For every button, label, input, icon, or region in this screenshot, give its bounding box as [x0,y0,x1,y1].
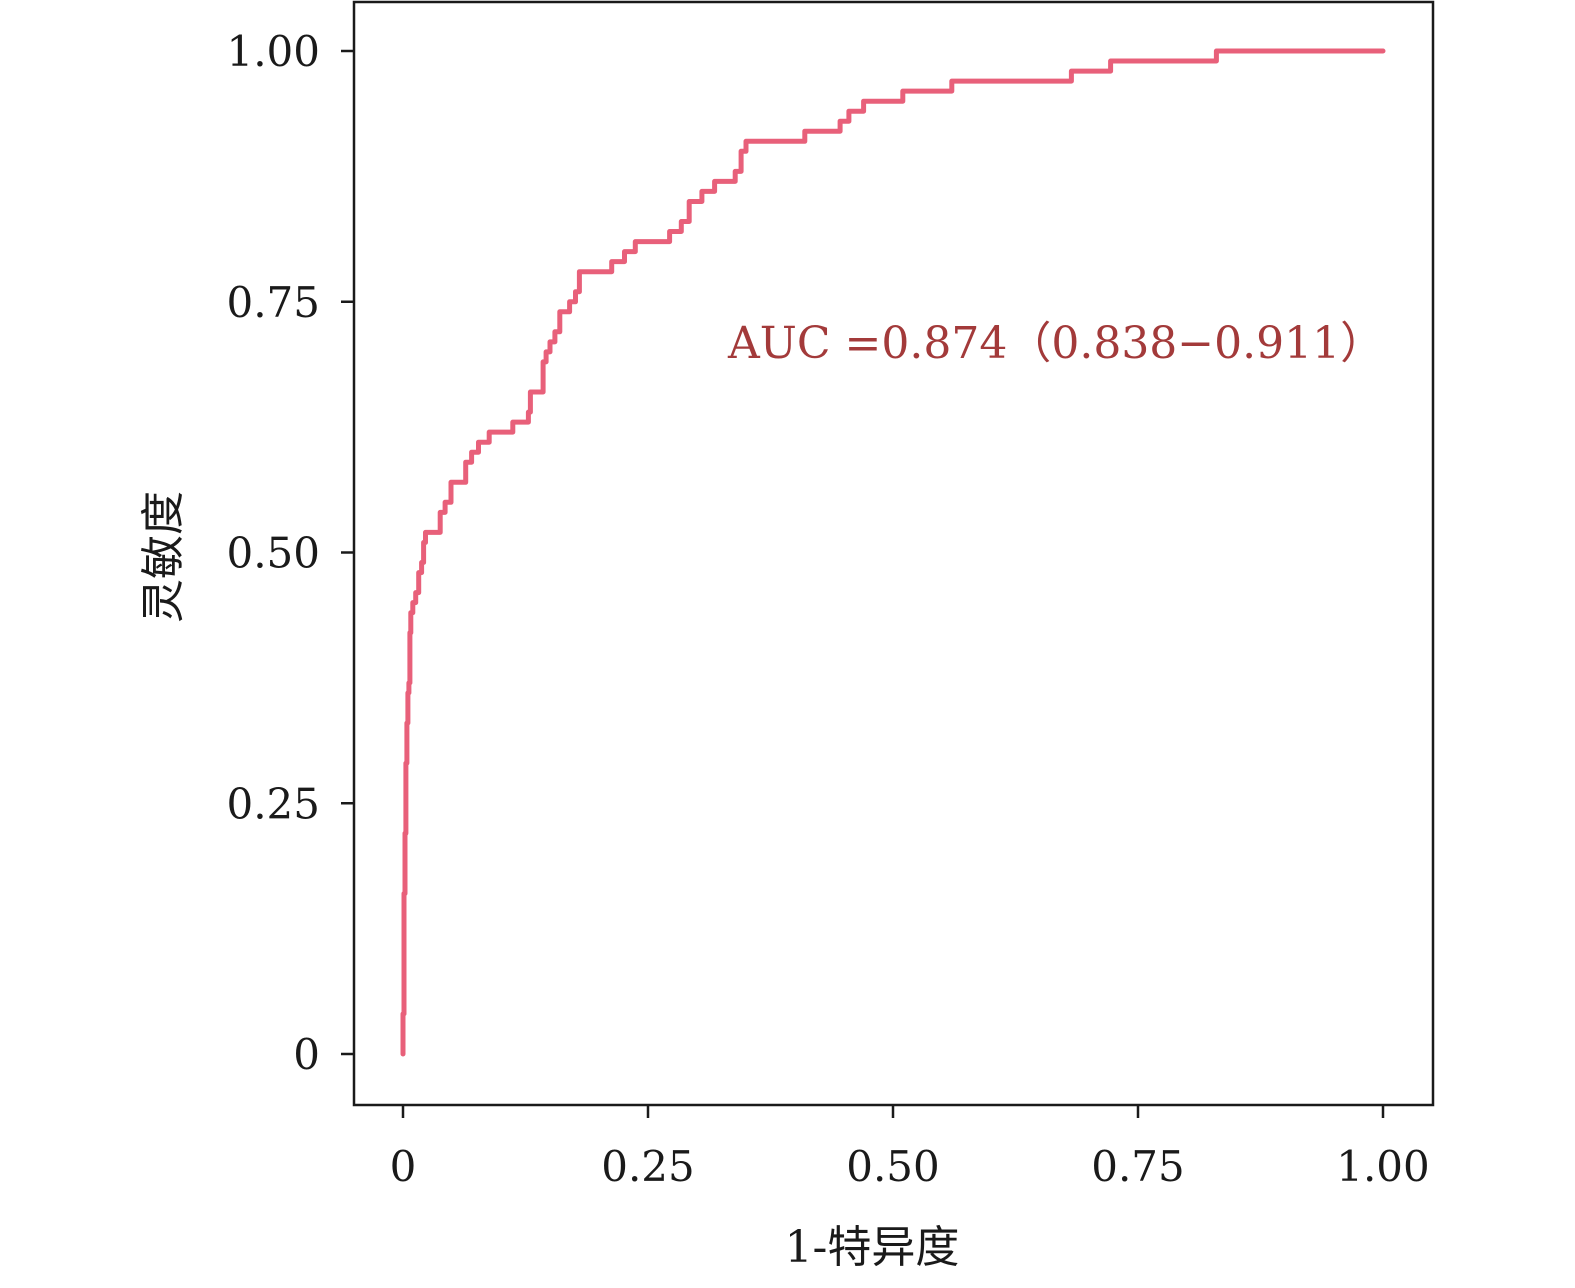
plot-frame [352,0,1435,1107]
x-tick-label: 0.25 [601,1142,695,1191]
y-tick-label: 0.75 [226,278,320,327]
y-tick-label: 1.00 [226,27,320,76]
x-tick-label: 0.50 [846,1142,940,1191]
y-tick-label: 0 [293,1030,320,1079]
x-tick-label: 0.75 [1091,1142,1185,1191]
x-tick-label: 0 [390,1142,417,1191]
y-tick-label: 0.50 [226,529,320,578]
x-axis-ticks: 0 0.25 0.50 0.75 1.00 [390,1105,1430,1191]
y-tick-label: 0.25 [226,779,320,828]
x-tick-label: 1.00 [1336,1142,1430,1191]
y-axis-ticks: 0 0.25 0.50 0.75 1.00 [226,27,354,1079]
y-axis-title: 灵敏度 [138,491,189,623]
plot-area [352,0,1435,1107]
auc-annotation: AUC =0.874（0.838−0.911） [727,318,1384,369]
roc-curve-line [400,48,1386,1057]
x-axis-title: 1-特异度 [785,1222,960,1273]
